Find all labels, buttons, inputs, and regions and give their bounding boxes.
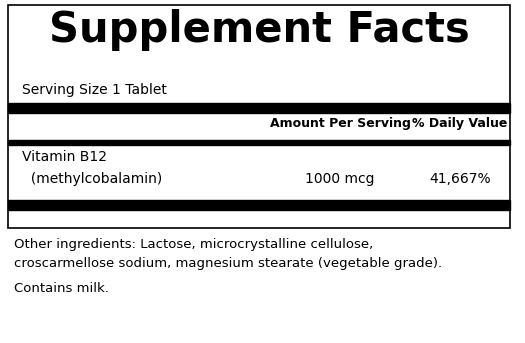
Text: % Daily Value: % Daily Value: [412, 117, 508, 130]
Bar: [8, 103, 510, 113]
Text: Amount Per Serving: Amount Per Serving: [269, 117, 411, 130]
Text: Supplement Facts: Supplement Facts: [49, 9, 469, 51]
Bar: [8, 5, 510, 228]
Text: Contains milk.: Contains milk.: [14, 282, 109, 295]
Text: (methylcobalamin): (methylcobalamin): [22, 172, 162, 186]
Text: Other ingredients: Lactose, microcrystalline cellulose,: Other ingredients: Lactose, microcrystal…: [14, 238, 373, 251]
Text: 41,667%: 41,667%: [429, 172, 491, 186]
Text: Vitamin B12: Vitamin B12: [22, 150, 107, 164]
Bar: [8, 200, 510, 210]
Text: Serving Size 1 Tablet: Serving Size 1 Tablet: [22, 83, 167, 97]
Text: croscarmellose sodium, magnesium stearate (vegetable grade).: croscarmellose sodium, magnesium stearat…: [14, 257, 442, 270]
Text: 1000 mcg: 1000 mcg: [305, 172, 375, 186]
Bar: [8, 140, 510, 145]
